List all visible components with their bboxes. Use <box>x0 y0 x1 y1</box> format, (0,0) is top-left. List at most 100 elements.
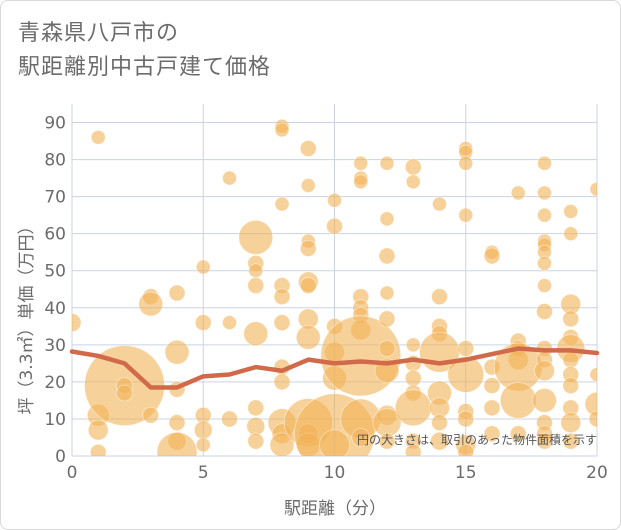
bubble-point <box>142 406 160 424</box>
bubble-series <box>72 118 597 456</box>
y-axis-label: 坪（3.3㎡）単価（万円） <box>17 217 37 414</box>
bubble-point <box>379 155 395 171</box>
bubble-point <box>273 288 291 306</box>
bubble-point <box>536 303 553 320</box>
bubble-point <box>195 437 211 453</box>
bubble-point <box>90 129 106 145</box>
bubble-point <box>138 291 164 317</box>
bubble-point <box>431 414 448 432</box>
bubble-point <box>537 207 552 223</box>
chart-title-line-2: 駅距離別中古戸建て価格 <box>18 55 272 80</box>
bubble-point <box>394 389 432 427</box>
bubble-point <box>89 443 107 456</box>
bubble-point <box>299 140 317 157</box>
bubble-point <box>194 314 212 332</box>
bubble-point <box>351 428 371 447</box>
y-tick-label: 50 <box>44 262 66 282</box>
bubble-point <box>432 196 447 212</box>
bubble-point <box>537 255 552 271</box>
bubble-point <box>353 174 369 190</box>
bubble-point <box>483 377 501 395</box>
bubble-point <box>247 277 265 294</box>
bubble-point <box>195 259 211 275</box>
bubble-point <box>431 288 448 306</box>
bubble-point <box>536 432 553 450</box>
x-tick-label: 5 <box>198 463 209 483</box>
bubble-point <box>243 321 269 347</box>
bubble-point <box>378 310 396 328</box>
bubble-point <box>238 219 274 255</box>
y-tick-label: 30 <box>44 336 66 356</box>
bubble-point <box>327 192 342 208</box>
chart-title: 青森県八戸市の 駅距離別中古戸建て価格 <box>18 17 271 85</box>
y-tick-label: 20 <box>44 373 66 393</box>
bubble-point <box>405 174 421 190</box>
bubble-point <box>483 399 501 417</box>
bubble-point <box>300 178 316 193</box>
bubble-point <box>248 263 264 279</box>
bubble-point <box>584 391 597 417</box>
trend-series <box>69 346 600 390</box>
bubble-point <box>562 377 580 395</box>
bubble-point <box>510 185 526 201</box>
bubble-point <box>430 431 449 451</box>
bubble-point <box>560 412 582 434</box>
bubble-point <box>457 410 475 428</box>
bubble-point <box>483 247 501 265</box>
x-axis-label: 駅距離（分） <box>284 499 386 519</box>
bubble-point <box>156 431 198 456</box>
y-tick-label: 70 <box>44 188 66 208</box>
bubble-point <box>404 443 422 456</box>
bubble-point <box>247 399 265 417</box>
bubble-point <box>87 419 109 441</box>
bubble-point <box>295 325 321 350</box>
x-tick-label: 15 <box>455 463 477 483</box>
y-tick-label: 60 <box>44 225 66 245</box>
bubble-point <box>563 204 579 219</box>
bubble-point <box>168 414 186 432</box>
bubble-point <box>537 185 552 201</box>
bubble-point <box>269 432 295 456</box>
bubble-point <box>499 382 537 419</box>
bubble-point <box>588 410 597 428</box>
y-tick-label: 40 <box>44 299 66 319</box>
bubble-point <box>405 337 421 353</box>
bubble-point <box>404 158 422 176</box>
bubble-point <box>319 429 350 456</box>
bubble-point <box>273 314 291 332</box>
bubble-point <box>447 356 485 393</box>
bubble-point <box>379 285 395 301</box>
bubble-point <box>353 155 369 171</box>
bubble-point <box>222 315 237 331</box>
bubble-point <box>72 313 82 333</box>
bubble-point <box>116 384 133 402</box>
y-tick-label: 90 <box>44 114 66 134</box>
x-tick-label: 20 <box>586 463 608 483</box>
bubble-point <box>299 277 317 294</box>
bubble-point <box>457 340 475 357</box>
bubble-point <box>246 416 266 436</box>
bubble-point <box>326 217 343 235</box>
bubble-point <box>562 432 580 450</box>
y-tick-label: 80 <box>44 151 66 171</box>
axis-ticks: 0 5 10 15 20 0 10 20 30 40 50 60 70 80 90 <box>44 114 607 483</box>
average-price-line <box>69 346 600 390</box>
bubble-point <box>458 207 474 223</box>
y-tick-label: 10 <box>44 410 66 430</box>
x-tick-label: 10 <box>324 463 346 483</box>
bubble-point <box>509 425 527 443</box>
bubble-point <box>273 373 291 391</box>
bubble-point <box>532 388 557 413</box>
bubble-size-note: 円の大きさは、取引のあった物件面積を示す <box>357 432 597 447</box>
bubble-point <box>378 340 396 357</box>
bubble-point <box>221 410 238 428</box>
x-tick-label: 0 <box>67 463 78 483</box>
bubble-point <box>458 155 474 171</box>
bubble-point <box>589 181 597 197</box>
bubble-point <box>378 432 396 450</box>
bubble-point <box>563 226 579 242</box>
bubble-point <box>404 369 422 387</box>
bubble-point <box>299 240 317 257</box>
